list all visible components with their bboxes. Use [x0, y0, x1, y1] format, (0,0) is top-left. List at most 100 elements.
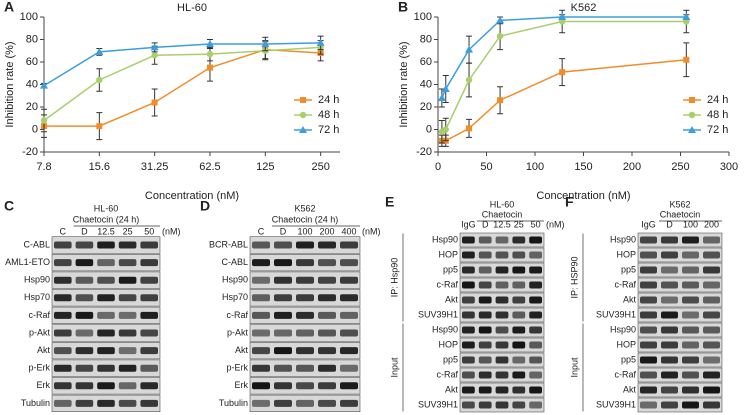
row-label: pp5: [443, 264, 458, 274]
lane-label: IgG: [461, 219, 476, 229]
blot-strip: [637, 307, 723, 323]
y-tick-label: 100: [414, 11, 432, 23]
marker-square: [96, 123, 103, 130]
marker-triangle: [682, 13, 691, 20]
lane-label: 25: [514, 219, 524, 229]
band: [274, 347, 292, 355]
band: [252, 364, 270, 372]
band: [529, 251, 542, 259]
band: [318, 276, 336, 284]
band: [529, 266, 542, 274]
band: [682, 236, 699, 244]
row-label: Akt: [235, 345, 249, 355]
band: [529, 356, 542, 364]
band: [462, 326, 475, 334]
lane-label: 12.5: [493, 219, 511, 229]
band: [478, 296, 492, 304]
row-label: HOP: [438, 249, 458, 259]
band: [512, 251, 526, 259]
lane-label: 25: [123, 226, 133, 236]
lane-label: D: [81, 226, 88, 236]
y-tick-label: 20: [420, 101, 432, 113]
band: [296, 364, 314, 372]
band: [75, 241, 94, 249]
row-label: Akt: [445, 384, 459, 394]
band: [478, 401, 492, 409]
band: [512, 266, 526, 274]
band: [97, 347, 115, 355]
band: [462, 296, 475, 304]
row-label: Hsp90: [610, 324, 636, 334]
band: [640, 236, 657, 244]
y-tick-label: 20: [26, 101, 38, 113]
band: [462, 356, 475, 364]
band: [512, 281, 526, 289]
band: [97, 399, 115, 407]
group-label: Input: [569, 357, 579, 378]
band: [97, 329, 115, 337]
band: [75, 364, 94, 372]
band: [340, 399, 358, 407]
band: [318, 311, 336, 319]
band: [703, 251, 720, 259]
y-tick-label: 80: [420, 33, 432, 45]
band: [340, 294, 358, 302]
band: [97, 382, 115, 390]
y-tick-label: -20: [22, 146, 38, 158]
band: [703, 296, 720, 304]
band: [340, 259, 358, 267]
band: [478, 251, 492, 259]
band: [703, 356, 720, 364]
row-label: Akt: [445, 294, 459, 304]
legend-label: 72 h: [318, 124, 339, 136]
y-tick-label: 40: [26, 78, 38, 90]
x-tick-label: 62.5: [199, 161, 220, 173]
row-label: Erk: [235, 380, 249, 390]
band: [703, 266, 720, 274]
band: [140, 347, 158, 355]
blot-strip: [637, 367, 723, 383]
band: [529, 386, 542, 394]
band: [703, 311, 720, 319]
band: [296, 399, 314, 407]
band: [140, 382, 158, 390]
series-line: [43, 42, 321, 87]
marker-circle: [96, 76, 103, 84]
band: [274, 364, 292, 372]
band: [140, 259, 158, 267]
band: [252, 399, 270, 407]
panel-label: B: [398, 0, 408, 15]
band: [462, 386, 475, 394]
x-tick-label: 0: [435, 161, 441, 173]
band: [54, 259, 72, 267]
band: [118, 364, 137, 372]
band: [703, 371, 720, 379]
band: [118, 294, 137, 302]
row-label: c-Raf: [614, 369, 636, 379]
band: [661, 341, 678, 349]
band: [682, 251, 699, 259]
band: [682, 356, 699, 364]
row-label: SUV39H1: [418, 399, 458, 409]
band: [118, 329, 137, 337]
band: [140, 276, 158, 284]
lane-label: C: [258, 226, 265, 236]
unit: (nM): [546, 219, 565, 229]
band: [478, 311, 492, 319]
band: [118, 347, 137, 355]
band: [274, 259, 292, 267]
marker-triangle: [441, 85, 450, 92]
marker-circle: [496, 32, 504, 40]
x-tick-label: 200: [623, 161, 641, 173]
band: [640, 266, 657, 274]
band: [512, 236, 526, 244]
band: [661, 356, 678, 364]
band: [318, 329, 336, 337]
band: [661, 386, 678, 394]
band: [75, 294, 94, 302]
row-label: p-Akt: [227, 327, 249, 337]
band: [495, 236, 509, 244]
y-tick-label: 80: [26, 33, 38, 45]
marker-circle: [442, 126, 449, 133]
band: [54, 311, 72, 319]
